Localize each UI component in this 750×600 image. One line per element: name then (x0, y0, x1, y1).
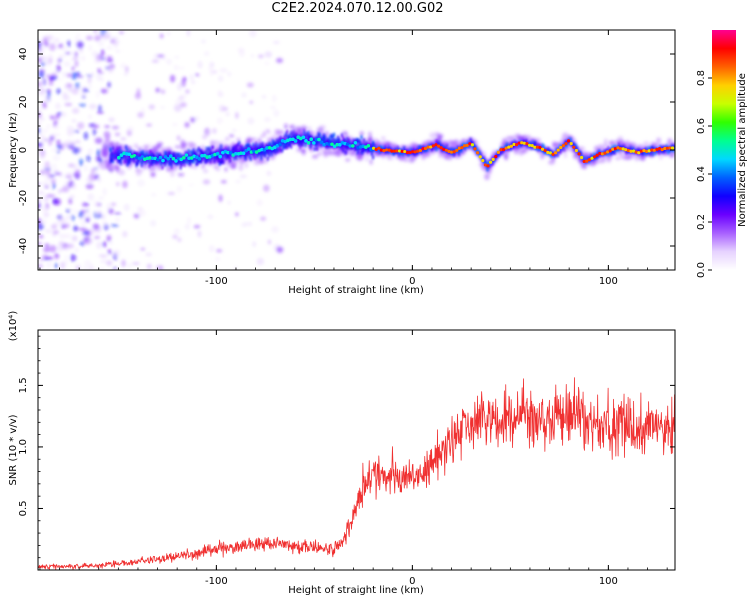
spectrogram-y-tick-label-1: -20 (18, 190, 29, 206)
snr-y-tick-label-0: 0.5 (18, 501, 29, 517)
colorbar: 0.0 0.2 0.4 0.6 0.8 Normalized spectral ampl… (696, 30, 748, 278)
spectrogram-x-tick-label-0: -100 (205, 276, 228, 287)
spectrogram-panel: -100 0 100 -40 -20 0 20 40 Height of straight … (8, 29, 676, 296)
snr-y-axis: 0.5 1.0 1.5 (18, 335, 675, 559)
snr-y-tick-label-1: 1.0 (18, 439, 29, 455)
spectrogram-noise-region (38, 30, 284, 270)
snr-series-line (38, 377, 675, 570)
colorbar-tick-label-1: 0.2 (696, 214, 707, 230)
spectrogram-y-tick-label-2: 0 (18, 147, 29, 153)
spectrogram-ridge-peaks (117, 135, 675, 168)
colorbar-tick-label-4: 0.8 (696, 70, 707, 86)
colorbar-gradient (712, 30, 736, 270)
spectrogram-y-axis: -40 -20 0 20 40 (18, 29, 675, 271)
snr-x-tick-label-0: -100 (205, 576, 228, 587)
snr-multiplier-label: (x10⁴) (8, 311, 19, 342)
spectrogram-y-tick-label-0: -40 (18, 238, 29, 254)
colorbar-tick-label-3: 0.6 (696, 118, 707, 134)
colorbar-ticks: 0.0 0.2 0.4 0.6 0.8 (696, 70, 712, 278)
snr-x-label: Height of straight line (km) (288, 585, 424, 596)
spectrogram-y-tick-label-3: 20 (18, 96, 29, 109)
spectrogram-y-tick-label-4: 40 (18, 48, 29, 61)
snr-x-tick-label-1: 0 (409, 576, 415, 587)
snr-x-axis: -100 0 100 (39, 330, 668, 587)
spectrogram-x-label: Height of straight line (km) (288, 285, 424, 296)
spectrogram-image (38, 30, 675, 270)
colorbar-label: Normalized spectral amplitude (737, 73, 748, 227)
snr-x-tick-label-2: 100 (599, 576, 618, 587)
snr-frame (37, 329, 676, 571)
spectrogram-y-label: Frequency (Hz) (8, 112, 19, 188)
colorbar-tick-label-0: 0.0 (696, 262, 707, 278)
snr-y-tick-label-2: 1.5 (18, 377, 29, 393)
spectrogram-x-tick-label-1: 0 (409, 276, 415, 287)
figure-title: C2E2.2024.070.12.00.G02 (271, 1, 444, 16)
spectrogram-x-tick-label-2: 100 (599, 276, 618, 287)
colorbar-tick-label-2: 0.4 (696, 166, 707, 182)
snr-y-label: SNR (10 * v/v) (8, 414, 19, 485)
snr-panel: -100 0 100 0.5 1.0 1.5 Height of straight li… (8, 311, 676, 596)
spectrogram-x-axis: -100 0 100 (39, 30, 668, 287)
